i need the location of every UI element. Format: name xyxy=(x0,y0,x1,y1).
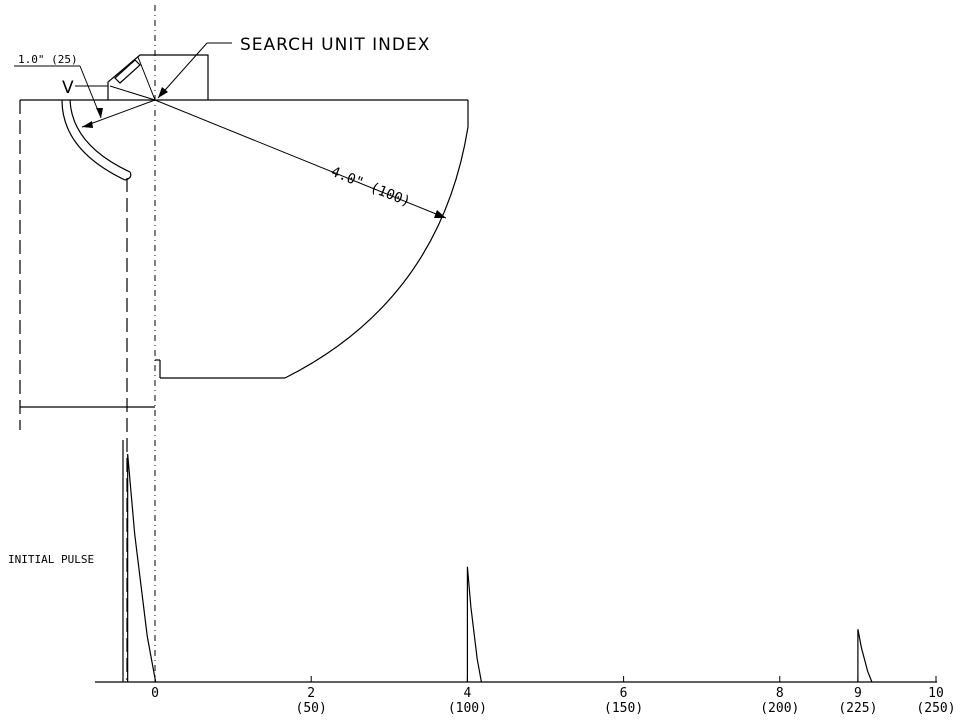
axis-tick-label: 6 xyxy=(620,686,628,701)
radius-4in-arrowhead xyxy=(434,210,446,218)
signal-pulses xyxy=(127,453,873,683)
initial-pulse-pulse xyxy=(127,453,157,683)
beam-center-top xyxy=(137,56,156,101)
beam-center-left xyxy=(109,85,156,101)
v-label: V xyxy=(62,78,75,98)
radius-4in-line xyxy=(154,99,447,219)
axis-tick-sublabel: (250) xyxy=(916,701,955,716)
axis-tick-label: 10 xyxy=(928,686,944,701)
initial-pulse-label: INITIAL PULSE xyxy=(8,553,94,566)
echo-9-pulse xyxy=(857,629,873,683)
slot-arc-outer xyxy=(61,99,126,181)
axis-tick-sublabel: (225) xyxy=(838,701,877,716)
axis-tick-sublabel: (200) xyxy=(760,701,799,716)
one-inch-label: 1.0" (25) xyxy=(18,53,78,66)
slot-end xyxy=(124,171,132,181)
search-unit-wedge xyxy=(107,54,209,100)
four-inch-label: 4.0" (100) xyxy=(329,164,413,210)
search-unit-index-label: SEARCH UNIT INDEX xyxy=(240,35,430,55)
axis-tick-label: 0 xyxy=(151,686,159,701)
axis-tick-label: 8 xyxy=(776,686,784,701)
axis-tick-label: 2 xyxy=(307,686,315,701)
slot-arc-inner xyxy=(69,99,131,173)
axis-tick-label: 4 xyxy=(463,686,471,701)
axis-tick-label: 9 xyxy=(854,686,862,701)
radius-1in-arrowhead xyxy=(82,121,93,128)
one-inch-arrowhead xyxy=(96,108,103,118)
search-unit-crystal xyxy=(114,59,141,84)
radius-1in-line xyxy=(81,99,156,128)
index-leader xyxy=(157,42,208,99)
echo-4-pulse xyxy=(466,566,482,683)
axis-tick-sublabel: (100) xyxy=(448,701,487,716)
signal-display: 0 2(50) 4(100) 6(150) 8(200) 9(225) 10(250) xyxy=(95,440,956,716)
axis-tick-sublabel: (150) xyxy=(604,701,643,716)
axis-tick-sublabel: (50) xyxy=(296,701,327,716)
index-arrowhead xyxy=(158,87,168,98)
radius-arc-4in xyxy=(284,126,469,379)
